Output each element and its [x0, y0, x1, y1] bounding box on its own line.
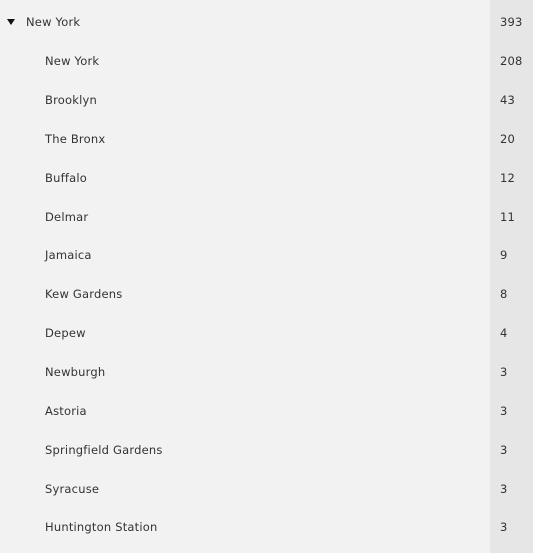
location-tree: New York 393 New York 208 Brooklyn 43 Th… [0, 3, 533, 547]
item-count: 43 [500, 93, 516, 108]
item-label: Newburgh [45, 365, 106, 380]
caret-down-icon[interactable] [7, 19, 15, 26]
item-label: Huntington Station [45, 520, 158, 535]
item-label: Delmar [45, 209, 89, 224]
item-label: Astoria [45, 403, 87, 418]
tree-item-row[interactable]: Huntington Station 3 [0, 508, 533, 547]
item-count: 3 [500, 481, 508, 496]
item-count: 8 [500, 287, 508, 302]
count-column-background [490, 0, 533, 553]
tree-item-row[interactable]: Kew Gardens 8 [0, 275, 533, 314]
tree-item-row[interactable]: Astoria 3 [0, 391, 533, 430]
item-count: 3 [500, 520, 508, 535]
item-count: 4 [500, 326, 508, 341]
tree-item-row[interactable]: Jamaica 9 [0, 236, 533, 275]
item-count: 3 [500, 403, 508, 418]
item-label: The Bronx [45, 131, 106, 146]
tree-item-row[interactable]: The Bronx 20 [0, 120, 533, 159]
group-label: New York [26, 15, 81, 30]
item-count: 9 [500, 248, 508, 263]
item-label: New York [45, 54, 100, 69]
item-count: 20 [500, 131, 516, 146]
tree-item-row[interactable]: Delmar 11 [0, 197, 533, 236]
item-label: Brooklyn [45, 93, 97, 108]
item-count: 3 [500, 442, 508, 457]
item-count: 208 [500, 54, 523, 69]
tree-item-row[interactable]: New York 208 [0, 42, 533, 81]
tree-item-row[interactable]: Springfield Gardens 3 [0, 430, 533, 469]
tree-item-row[interactable]: Brooklyn 43 [0, 81, 533, 120]
item-label: Springfield Gardens [45, 442, 163, 457]
item-label: Depew [45, 326, 86, 341]
item-label: Jamaica [45, 248, 92, 263]
item-count: 12 [500, 170, 516, 185]
tree-group-row-new-york-state[interactable]: New York 393 [0, 3, 533, 42]
item-label: Buffalo [45, 170, 87, 185]
item-count: 11 [500, 209, 516, 224]
tree-item-row[interactable]: Newburgh 3 [0, 353, 533, 392]
tree-item-row[interactable]: Buffalo 12 [0, 158, 533, 197]
item-count: 3 [500, 365, 508, 380]
group-count: 393 [500, 15, 523, 30]
item-label: Kew Gardens [45, 287, 123, 302]
item-label: Syracuse [45, 481, 100, 496]
tree-item-row[interactable]: Syracuse 3 [0, 469, 533, 508]
tree-item-row[interactable]: Depew 4 [0, 314, 533, 353]
